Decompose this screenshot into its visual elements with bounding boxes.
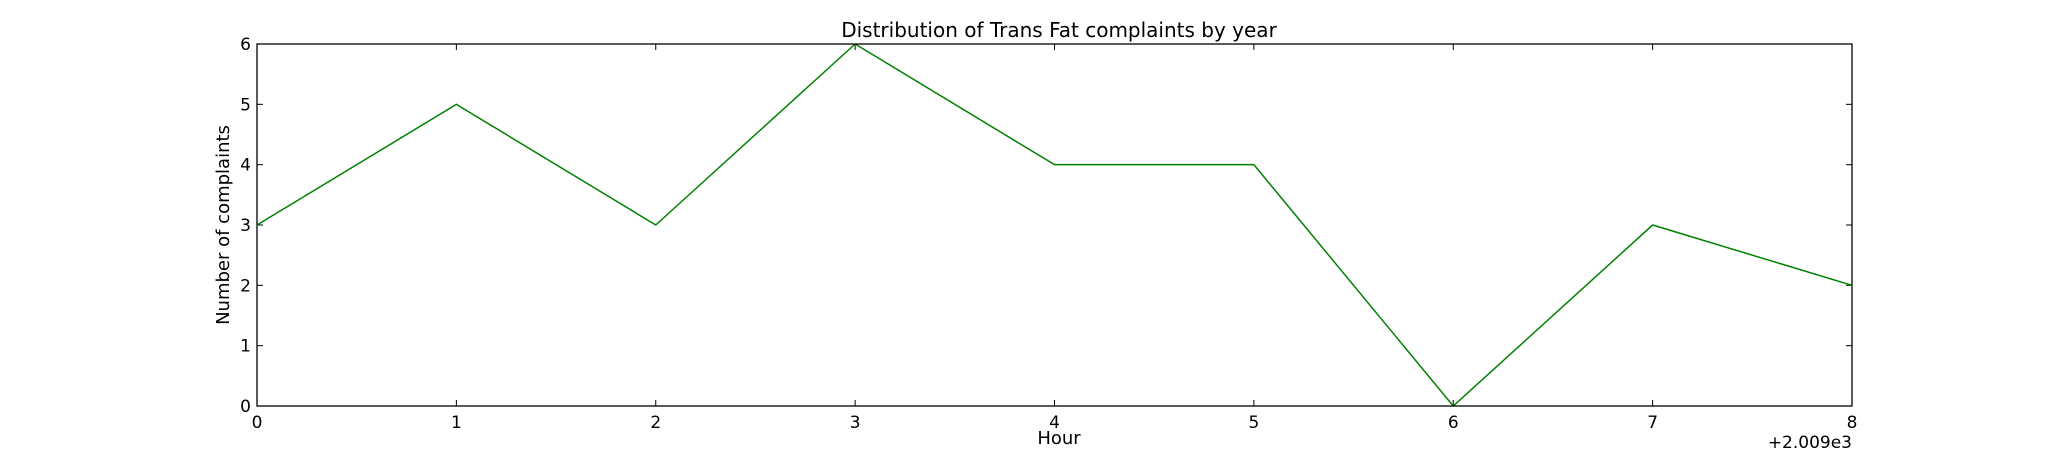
data-point bbox=[1253, 164, 1255, 166]
data-point bbox=[1452, 405, 1454, 407]
y-tick-label: 5 bbox=[240, 95, 251, 115]
x-tick-label: 2 bbox=[650, 413, 661, 433]
x-tick-label: 7 bbox=[1647, 413, 1658, 433]
x-tick-label: 5 bbox=[1248, 413, 1259, 433]
data-point bbox=[1652, 224, 1654, 226]
data-point bbox=[455, 103, 457, 105]
data-point bbox=[256, 224, 258, 226]
y-tick-label: 4 bbox=[240, 156, 251, 176]
y-tick-label: 6 bbox=[240, 35, 251, 55]
y-tick-label: 1 bbox=[240, 337, 251, 357]
data-point bbox=[1851, 284, 1853, 286]
x-tick-label: 8 bbox=[1847, 413, 1858, 433]
y-tick-label: 3 bbox=[240, 216, 251, 236]
axis-ticks bbox=[256, 43, 1853, 407]
tick-labels: 0 1 2 3 4 5 6 7 8 0 1 2 3 4 5 6 bbox=[240, 35, 1857, 433]
x-offset-label: +2.009e3 bbox=[1768, 433, 1852, 450]
data-point bbox=[1054, 164, 1055, 166]
x-tick-label: 6 bbox=[1448, 413, 1459, 433]
x-axis-label: Hour bbox=[1037, 428, 1081, 449]
x-tick-label: 4 bbox=[1049, 413, 1060, 433]
y-tick-label: 0 bbox=[240, 397, 251, 417]
data-point bbox=[854, 43, 856, 45]
plot-frame bbox=[256, 43, 1853, 407]
chart-title: Distribution of Trans Fat complaints by … bbox=[841, 18, 1277, 42]
y-axis-label: Number of complaints bbox=[213, 125, 234, 325]
x-tick-label: 1 bbox=[451, 413, 462, 433]
y-tick-label: 2 bbox=[240, 276, 251, 296]
x-tick-label: 3 bbox=[850, 413, 861, 433]
x-tick-label: 0 bbox=[252, 413, 263, 433]
series-line bbox=[256, 43, 1853, 408]
data-point bbox=[655, 224, 657, 226]
plot-area bbox=[256, 43, 1853, 408]
